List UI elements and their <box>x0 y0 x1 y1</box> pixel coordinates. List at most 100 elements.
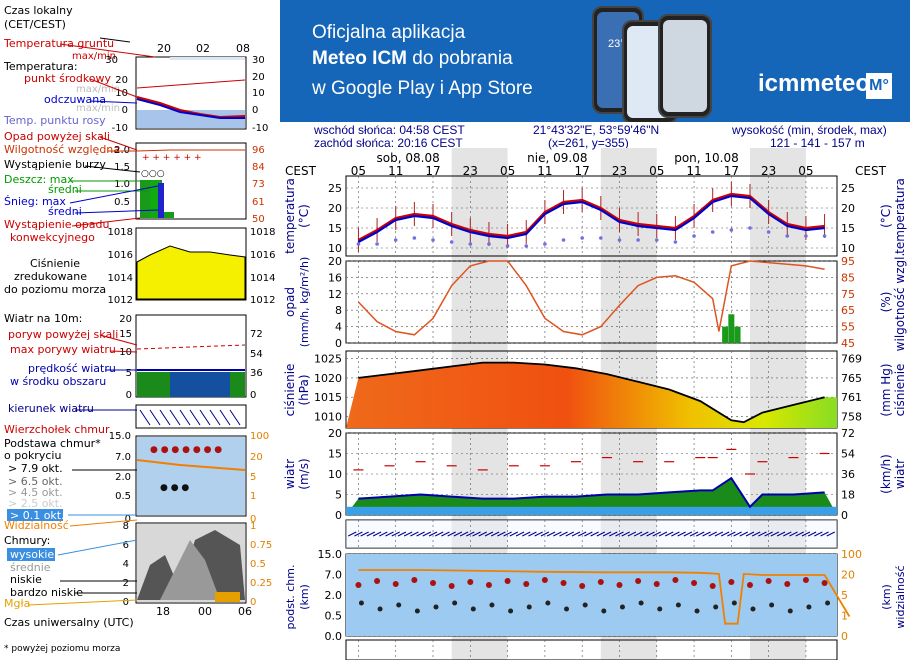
cloud-base-dot-17 <box>430 580 437 586</box>
cloud-base-dot-23 <box>467 579 474 585</box>
dew-point-24 <box>804 234 808 238</box>
legend-conv2: konwekcyjnego <box>10 231 95 244</box>
legend-precip-above: Opad powyżej skali <box>4 130 110 143</box>
panel-frame-dir <box>345 519 838 549</box>
hour-label-7: 17 <box>575 164 590 178</box>
legend-gust-max: max porywy wiatru <box>10 343 116 356</box>
ytick-right-precip-5: 45 <box>841 337 855 350</box>
cest-right: CEST <box>855 164 887 178</box>
wind-tick-r-1: 72 <box>250 329 263 340</box>
legend-wind: Wiatr na 10m: <box>4 312 82 325</box>
legend-pointers <box>27 37 159 606</box>
cb-axis-label: podst. chm. <box>284 565 297 630</box>
legend-pressure-plot <box>136 245 246 300</box>
wind-tick-r-3: 36 <box>250 368 263 379</box>
cloud-tick-2: 6 <box>123 540 129 551</box>
cb-tick-3: 2.0 <box>115 472 131 483</box>
ytick-right-press-1: 765 <box>841 372 862 385</box>
legend-visibility: Widzialność <box>4 519 69 532</box>
cloud-base-dot-b-26 <box>489 602 495 608</box>
cloud-base-dot-b-44 <box>601 608 607 614</box>
legend-okt-5: > 0.1 okt. <box>10 509 65 522</box>
wind-arrow-48 <box>621 531 630 537</box>
wind-arrow-64 <box>720 531 730 537</box>
legend-night-bands <box>170 57 245 60</box>
temp-tick-l-3: 10 <box>115 88 128 99</box>
wind-arrow-10 <box>385 531 394 537</box>
promo-line-3: w Google Play i App Store <box>312 78 533 99</box>
cloud-tick-r-4: 0.25 <box>250 578 272 589</box>
wind-axis-label-r: wiatr <box>893 459 907 489</box>
press-axis-label: ciśnienie <box>283 364 297 417</box>
app-promo-banner[interactable]: Oficjalna aplikacja Meteo ICM do pobrani… <box>280 0 910 122</box>
legend-pressure2: zredukowane <box>14 270 87 283</box>
legend-cloud-plot: ● ● ● ● ● ● ● ● ● ● <box>136 437 246 515</box>
cloud-base-dot-62 <box>709 583 716 589</box>
wind-arrow-76 <box>795 531 804 537</box>
ytick-left-wind-1: 15 <box>328 448 342 461</box>
ytick-right-press-3: 758 <box>841 410 862 423</box>
cloud-base-dot-5 <box>355 582 362 588</box>
hum-tick-4: 61 <box>252 197 265 208</box>
hour-label-4: 23 <box>463 164 478 178</box>
legend-snow-mean: średni <box>48 205 82 218</box>
temp-axis-label: temperatura <box>283 178 297 254</box>
temp-axis-unit-r: (°C) <box>879 204 893 228</box>
wind-arrow-20 <box>447 531 456 537</box>
wind-arrow-13 <box>403 531 413 537</box>
press-axis-unit-r: (mm Hg) <box>879 363 893 416</box>
ytick-left-press-2: 1015 <box>314 391 342 404</box>
cloud-base-dot-53 <box>653 581 660 587</box>
cloud-base-dot-32 <box>523 581 530 587</box>
wind-arrow-70 <box>758 531 767 537</box>
dew-point-3 <box>412 236 417 240</box>
legend-footnote: * powyżej poziomu morza <box>4 644 120 654</box>
ytick-left-press-0: 1025 <box>314 353 342 366</box>
press-tick-l-4: 1012 <box>108 295 133 306</box>
panel-frame-temp <box>345 175 838 257</box>
hour-label-3: 17 <box>425 164 440 178</box>
precip-tick-4: 0.5 <box>114 197 130 208</box>
precip-bar-0 <box>722 326 729 343</box>
legend-utc: Czas uniwersalny (UTC) <box>4 616 134 629</box>
ytick-left-precip-4: 4 <box>335 321 342 334</box>
wind-tick-l-5: 0 <box>126 390 132 401</box>
brand-logo: icmmeteo <box>758 70 871 97</box>
cloud-tick-r-5: 0 <box>250 597 256 608</box>
legend-okt-5-bg <box>7 509 63 521</box>
dew-point-5 <box>449 240 454 244</box>
wind-arrow-53 <box>652 531 661 537</box>
wind-arrow-71 <box>764 531 773 537</box>
wind-arrow-17 <box>428 531 438 537</box>
hour-label-9: 05 <box>649 164 664 178</box>
cloud-base-dot-56 <box>672 577 679 583</box>
cb-tick-2: 7.0 <box>115 452 131 463</box>
cloud-base-dot-b-71 <box>769 602 775 608</box>
cloud-base-dot-14 <box>411 577 418 583</box>
temp-line-air <box>357 192 825 241</box>
vis-tick-4: 1 <box>250 491 256 502</box>
wind-arrow-50 <box>633 531 643 537</box>
wind-arrow-44 <box>596 531 606 537</box>
precip-tick-2: 1.5 <box>114 162 130 173</box>
legend-panel: + + + + + + ○○○ ● ● ● ● ● ● ● ● ● ● Czas… <box>3 4 275 654</box>
legend-time-local: Czas lokalny <box>4 4 73 17</box>
dew-point-16 <box>654 238 659 242</box>
cb-axis-unit: (km) <box>298 584 311 610</box>
legend-cloud-base: Podstawa chmur* <box>4 437 101 450</box>
cloud-base-dot-68 <box>746 582 753 588</box>
precip-tick-3: 1.0 <box>114 179 130 190</box>
vis-axis-label: widzialność <box>894 565 907 628</box>
cloud-tick-r-2: 0.75 <box>250 540 272 551</box>
temp-tick-l-1: 30 <box>105 55 118 66</box>
legend-high: wysokie <box>10 548 54 561</box>
wind-arrow-11 <box>391 531 400 537</box>
dew-point-13 <box>599 236 603 240</box>
legend-cloud-base2: o pokryciu <box>4 449 61 462</box>
hum-tick-2: 84 <box>252 162 265 173</box>
legend-hour-1: 20 <box>157 42 171 55</box>
cloud-base-dot-b-59 <box>694 608 700 614</box>
cb-tick-1: 15.0 <box>109 431 131 442</box>
wind-arrow-69 <box>751 531 761 537</box>
